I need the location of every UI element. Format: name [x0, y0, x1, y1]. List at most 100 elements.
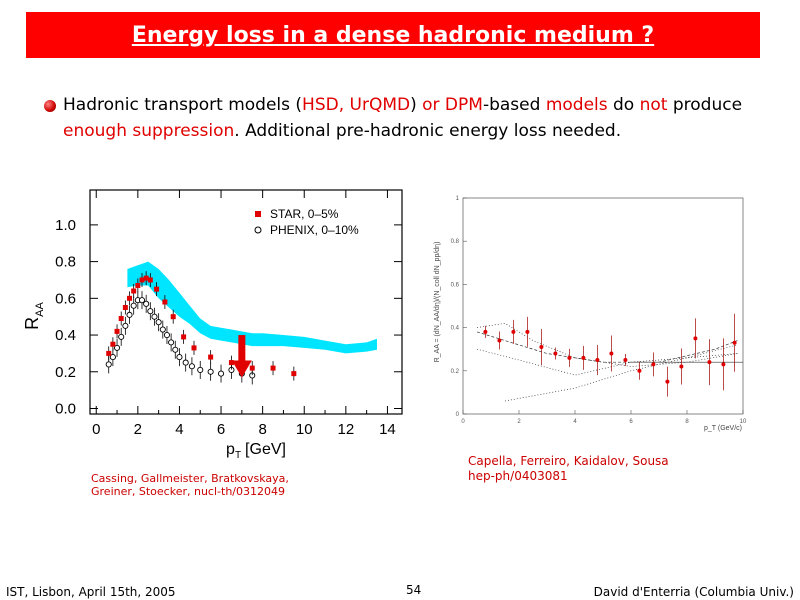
bullet-text-highlight: enough suppression — [63, 121, 235, 141]
theory-curves-layer — [476, 322, 743, 402]
y-axis-label: R_AA = (dN_AA/dη)/(N_coll dN_pp/dη) — [434, 242, 441, 363]
legend-marker-phenix — [254, 226, 262, 234]
x-tick-label: 8 — [685, 419, 689, 425]
data-points-layer — [483, 313, 737, 397]
x-axis-label: pT [GeV] — [226, 441, 286, 461]
data-point — [732, 340, 737, 345]
theory-curve-dotted — [504, 344, 738, 402]
suppression-arrow — [231, 335, 252, 378]
y-tick-label: 0 — [456, 412, 460, 418]
phenix-point — [130, 302, 137, 309]
star-point — [191, 345, 197, 351]
page-number: 54 — [406, 583, 422, 597]
phenix-point — [109, 354, 116, 361]
star-point — [131, 288, 137, 294]
star-point — [135, 282, 141, 288]
data-point — [595, 358, 600, 362]
phenix-point — [105, 361, 112, 368]
plot-frame — [89, 189, 403, 415]
arrow-shaft — [238, 335, 246, 362]
phenix-point — [207, 368, 214, 375]
phenix-point — [182, 359, 189, 366]
x-tick-label: 2 — [517, 419, 521, 425]
y-tick-label: 0.8 — [451, 239, 460, 245]
axis-ticks-layer: 0 2 4 6 8 10 12 14 0.0 0.2 0.4 0.6 0.8 1.0 — [55, 190, 402, 438]
data-point — [581, 355, 586, 360]
bullet-text-highlight: models — [545, 95, 608, 115]
star-point — [106, 350, 112, 356]
star-point — [270, 365, 276, 371]
phenix-point — [188, 363, 195, 370]
y-axis-label: RAA — [22, 302, 46, 330]
bullet-icon — [44, 100, 56, 112]
theory-curve-dotted — [476, 322, 738, 367]
phenix-point — [159, 326, 166, 333]
citation-right: Capella, Ferreiro, Kaidalov, Sousa hep-p… — [468, 454, 669, 484]
data-points-layer — [105, 271, 297, 385]
phenix-point — [168, 339, 175, 346]
star-point — [147, 277, 153, 283]
x-axis-label: p_T (GeV/c) — [704, 425, 742, 432]
phenix-point — [143, 300, 150, 307]
bullet-text: Hadronic transport models (HSD, UrQMD) o… — [63, 92, 743, 144]
phenix-point — [122, 322, 129, 329]
chart-legend: STAR, 0–5% PHENIX, 0–10% — [254, 207, 359, 237]
theory-band — [127, 261, 378, 354]
phenix-point — [172, 346, 179, 353]
phenix-point — [163, 331, 171, 339]
star-point — [228, 360, 234, 366]
star-point — [162, 299, 168, 305]
star-point — [208, 354, 214, 360]
data-point — [539, 345, 544, 350]
phenix-point — [138, 297, 146, 304]
phenix-point — [176, 354, 183, 361]
y-tick-label: 0.4 — [451, 326, 460, 332]
arrow-head — [231, 360, 252, 378]
x-tick-label: 12 — [337, 421, 354, 438]
data-point — [483, 329, 488, 334]
phenix-point — [197, 366, 204, 373]
data-point — [497, 338, 502, 343]
bullet-text-part: Hadronic transport models ( — [63, 95, 303, 115]
data-point — [553, 351, 558, 356]
data-point — [665, 379, 670, 384]
raa-star-phenix-chart: 0 2 4 6 8 10 12 14 0.0 0.2 0.4 0.6 0.8 1.0 STAR, 0–5%… — [22, 189, 403, 461]
y-tick-label: 0.2 — [55, 364, 76, 381]
y-tick-label: 0.6 — [55, 290, 76, 307]
data-point — [637, 368, 642, 373]
bullet-text-part: produce — [667, 95, 743, 115]
citation-line: Greiner, Stoecker, nucl-th/0312049 — [91, 485, 285, 498]
phenix-point — [217, 370, 225, 377]
star-point — [249, 365, 255, 371]
bullet-text-highlight: or DPM — [422, 95, 483, 115]
footer-author: David d'Enterria (Columbia Univ.) — [593, 585, 794, 599]
title-bar: Energy loss in a dense hadronic medium ? — [26, 12, 760, 58]
raa-capella-chart: 0 2 4 6 8 10 0 0.2 0.4 0.6 0.8 1 R_AA = (dN_AA/dη)/… — [434, 196, 747, 432]
y-tick-label: 0.6 — [451, 282, 460, 288]
y-tick-label: 1.0 — [55, 217, 76, 234]
phenix-point — [155, 319, 162, 326]
legend-label-star: STAR, 0–5% — [270, 207, 339, 221]
star-point — [181, 334, 187, 340]
data-point — [721, 362, 726, 367]
bullet-text-highlight: HSD, UrQMD — [302, 95, 411, 115]
data-point — [609, 351, 614, 356]
star-point — [291, 371, 297, 377]
citation-line: Cassing, Gallmeister, Bratkovskaya, — [91, 472, 289, 485]
x-tick-label: 6 — [217, 421, 225, 438]
phenix-point — [151, 313, 158, 320]
x-tick-label: 4 — [573, 419, 577, 425]
star-point — [110, 341, 116, 347]
y-tick-label: 1 — [456, 196, 460, 202]
data-point — [651, 362, 656, 367]
x-tick-label: 6 — [629, 419, 633, 425]
bullet-text-part: . Additional pre-hadronic energy loss ne… — [234, 121, 622, 141]
legend-marker-star — [255, 211, 261, 217]
data-point — [679, 364, 684, 369]
footer-venue: IST, Lisbon, April 15th, 2005 — [6, 585, 176, 599]
star-point — [122, 305, 128, 311]
x-tick-label: 0 — [461, 419, 465, 425]
star-point — [170, 314, 176, 320]
x-tick-label: 4 — [175, 421, 183, 438]
star-point — [118, 316, 124, 322]
